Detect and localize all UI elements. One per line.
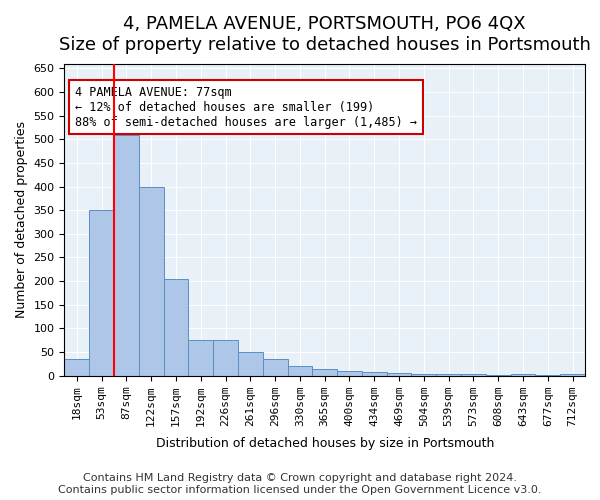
X-axis label: Distribution of detached houses by size in Portsmouth: Distribution of detached houses by size …: [155, 437, 494, 450]
Bar: [486, 374, 511, 376]
Bar: [535, 374, 560, 376]
Bar: [313, 368, 337, 376]
Bar: [337, 371, 362, 376]
Bar: [89, 210, 114, 376]
Bar: [560, 374, 585, 376]
Title: 4, PAMELA AVENUE, PORTSMOUTH, PO6 4QX
Size of property relative to detached hous: 4, PAMELA AVENUE, PORTSMOUTH, PO6 4QX Si…: [59, 15, 590, 54]
Bar: [412, 374, 436, 376]
Text: Contains HM Land Registry data © Crown copyright and database right 2024.
Contai: Contains HM Land Registry data © Crown c…: [58, 474, 542, 495]
Bar: [188, 340, 213, 376]
Bar: [436, 374, 461, 376]
Bar: [139, 186, 164, 376]
Bar: [362, 372, 386, 376]
Bar: [386, 374, 412, 376]
Bar: [511, 374, 535, 376]
Text: 4 PAMELA AVENUE: 77sqm
← 12% of detached houses are smaller (199)
88% of semi-de: 4 PAMELA AVENUE: 77sqm ← 12% of detached…: [75, 86, 417, 128]
Bar: [114, 134, 139, 376]
Bar: [461, 374, 486, 376]
Y-axis label: Number of detached properties: Number of detached properties: [15, 121, 28, 318]
Bar: [238, 352, 263, 376]
Bar: [213, 340, 238, 376]
Bar: [263, 359, 287, 376]
Bar: [287, 366, 313, 376]
Bar: [164, 279, 188, 376]
Bar: [64, 359, 89, 376]
